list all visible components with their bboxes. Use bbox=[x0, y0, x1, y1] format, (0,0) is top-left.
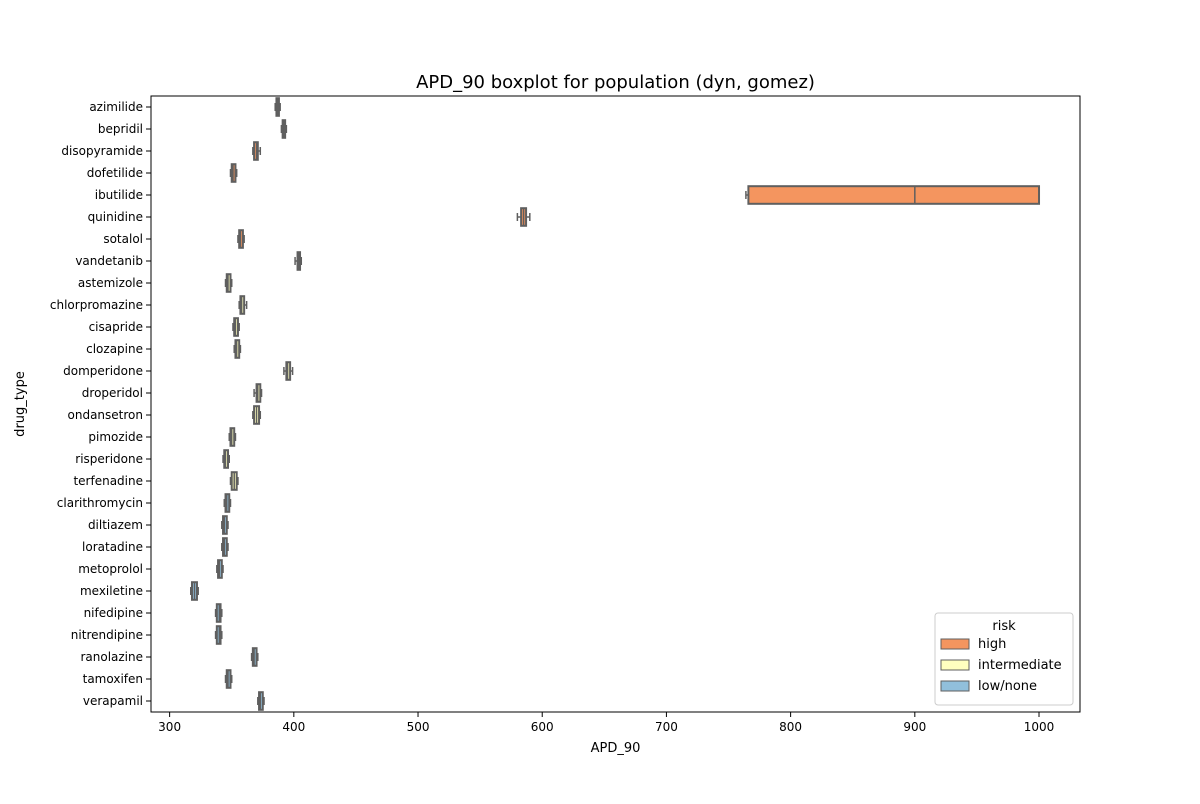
y-tick-label: diltiazem bbox=[88, 518, 143, 532]
box-verapamil bbox=[257, 691, 265, 711]
y-tick-label: nitrendipine bbox=[71, 628, 143, 642]
legend-label: low/none bbox=[978, 679, 1037, 694]
x-tick-label: 800 bbox=[779, 720, 802, 734]
box-dofetilide bbox=[229, 163, 238, 183]
y-tick-label: vandetanib bbox=[75, 254, 143, 268]
box-cisapride bbox=[232, 317, 240, 337]
y-axis: azimilide bepridil disopyramide dofetilide i… bbox=[50, 100, 151, 708]
box-terfenadine bbox=[229, 471, 239, 491]
y-tick-label: ibutilide bbox=[95, 188, 143, 202]
legend-label: intermediate bbox=[978, 658, 1062, 673]
x-axis-label: APD_90 bbox=[591, 741, 641, 756]
box-sotalol bbox=[237, 229, 245, 249]
box-azimilide bbox=[274, 97, 281, 117]
box-clarithromycin bbox=[223, 493, 232, 513]
box-nitrendipine bbox=[214, 625, 223, 645]
box-vandetanib bbox=[294, 251, 303, 271]
box-loratadine bbox=[221, 537, 229, 557]
y-tick-label: quinidine bbox=[88, 210, 143, 224]
box-droperidol bbox=[253, 383, 263, 403]
box-nifedipine bbox=[214, 603, 223, 623]
legend-swatch-high bbox=[940, 638, 970, 650]
y-tick-label: cisapride bbox=[89, 320, 143, 334]
box-clozapine bbox=[233, 339, 242, 359]
y-tick-label: verapamil bbox=[83, 694, 143, 708]
x-tick-label: 300 bbox=[158, 720, 181, 734]
y-tick-label: nifedipine bbox=[84, 606, 143, 620]
y-tick-label: terfenadine bbox=[73, 474, 143, 488]
y-tick-label: mexiletine bbox=[80, 584, 143, 598]
x-tick-label: 400 bbox=[282, 720, 305, 734]
y-tick-label: droperidol bbox=[82, 386, 143, 400]
y-tick-label: pimozide bbox=[88, 430, 143, 444]
y-tick-label: clozapine bbox=[86, 342, 143, 356]
legend-entries: high intermediate low/none bbox=[940, 637, 1062, 694]
legend-swatch-intermediate bbox=[940, 659, 970, 671]
y-tick-label: astemizole bbox=[78, 276, 143, 290]
box-mexiletine bbox=[189, 581, 199, 601]
box-ibutilide bbox=[745, 185, 1041, 205]
y-tick-label: risperidone bbox=[75, 452, 143, 466]
y-tick-label: domperidone bbox=[63, 364, 143, 378]
box-ondansetron bbox=[252, 405, 262, 425]
box-ranolazine bbox=[250, 647, 259, 667]
y-axis-label: drug_type bbox=[13, 371, 28, 437]
y-tick-label: clarithromycin bbox=[57, 496, 143, 510]
y-tick-label: loratadine bbox=[82, 540, 143, 554]
legend: risk high intermediate low/none bbox=[934, 612, 1074, 706]
y-tick-label: metoprolol bbox=[78, 562, 143, 576]
chart-title: APD_90 boxplot for population (dyn, gome… bbox=[416, 72, 815, 93]
y-tick-label: sotalol bbox=[103, 232, 143, 246]
x-tick-label: 700 bbox=[655, 720, 678, 734]
box-bepridil bbox=[280, 119, 288, 139]
y-tick-label: ondansetron bbox=[68, 408, 143, 422]
y-tick-label: azimilide bbox=[89, 100, 143, 114]
box-chlorpromazine bbox=[238, 295, 248, 315]
box-quinidine bbox=[516, 207, 531, 227]
x-tick-label: 500 bbox=[407, 720, 430, 734]
box-astemizole bbox=[224, 273, 233, 293]
legend-swatch-low-none bbox=[940, 680, 970, 692]
box-domperidone bbox=[283, 361, 294, 381]
x-tick-label: 600 bbox=[531, 720, 554, 734]
box-disopyramide bbox=[252, 141, 262, 161]
y-tick-label: tamoxifen bbox=[83, 672, 143, 686]
x-axis: 300 400 500 600 700 800 900 1000 bbox=[158, 712, 1054, 734]
box-diltiazem bbox=[221, 515, 229, 535]
box-pimozide bbox=[228, 427, 237, 447]
boxes-layer bbox=[189, 97, 1041, 711]
y-tick-label: disopyramide bbox=[61, 144, 143, 158]
y-tick-label: chlorpromazine bbox=[50, 298, 143, 312]
y-tick-label: dofetilide bbox=[87, 166, 143, 180]
x-tick-label: 1000 bbox=[1024, 720, 1055, 734]
plot-area-frame bbox=[150, 95, 1081, 713]
legend-title: risk bbox=[992, 619, 1016, 634]
box-iqr bbox=[747, 185, 1041, 205]
x-tick-label: 900 bbox=[903, 720, 926, 734]
y-tick-label: ranolazine bbox=[80, 650, 143, 664]
box-risperidone bbox=[222, 449, 230, 469]
box-tamoxifen bbox=[224, 669, 233, 689]
y-tick-label: bepridil bbox=[98, 122, 143, 136]
legend-label: high bbox=[978, 637, 1006, 652]
box-metoprolol bbox=[216, 559, 224, 579]
